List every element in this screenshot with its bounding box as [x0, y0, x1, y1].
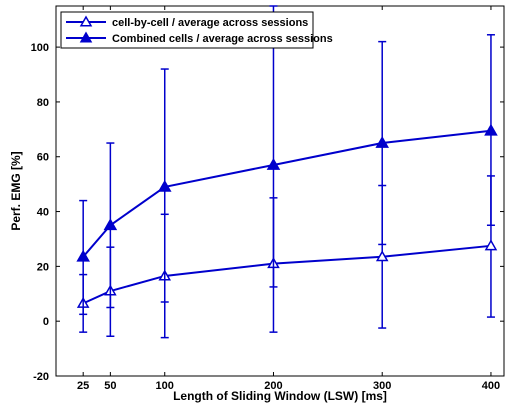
legend-label: Combined cells / average across sessions: [112, 33, 333, 45]
series-2: [76, 5, 498, 316]
legend: cell-by-cell / average across sessions Co…: [60, 11, 333, 49]
y-tick-label: 100: [31, 42, 49, 54]
data-point: [375, 250, 389, 262]
y-tick-label: 80: [37, 97, 49, 109]
y-tick-label: 40: [37, 207, 49, 219]
legend-label: cell-by-cell / average across sessions: [112, 17, 308, 29]
plot-area: [55, 5, 505, 377]
data-point: [76, 249, 90, 262]
data-point: [484, 239, 498, 251]
x-tick-label: 200: [264, 380, 282, 392]
legend-box: [60, 11, 314, 49]
data-point: [266, 157, 281, 170]
legend-marker: [79, 31, 93, 43]
y-tick-label: 20: [37, 261, 49, 273]
axis-ticks: 25 50 100 200 300 400 -20 0 20 40 60 80 100: [31, 6, 504, 392]
series-line: [82, 129, 492, 258]
x-tick-label: 25: [77, 380, 89, 392]
data-point: [484, 123, 498, 136]
x-tick-label: 400: [482, 380, 500, 392]
series-layer: [76, 5, 498, 339]
x-axis-title: Length of Sliding Window (LSW) [ms]: [173, 389, 387, 403]
x-tick-label: 100: [156, 380, 174, 392]
data-point: [157, 179, 172, 192]
y-tick-label: -20: [33, 371, 49, 383]
y-axis-title: Perf. EMG [%]: [9, 151, 23, 230]
data-point: [375, 136, 390, 148]
x-tick-label: 50: [104, 380, 116, 392]
y-tick-label: 60: [37, 152, 49, 164]
legend-marker: [79, 15, 93, 27]
y-tick-label: 0: [43, 316, 49, 328]
x-tick-label: 300: [373, 380, 391, 392]
data-point: [103, 218, 118, 231]
